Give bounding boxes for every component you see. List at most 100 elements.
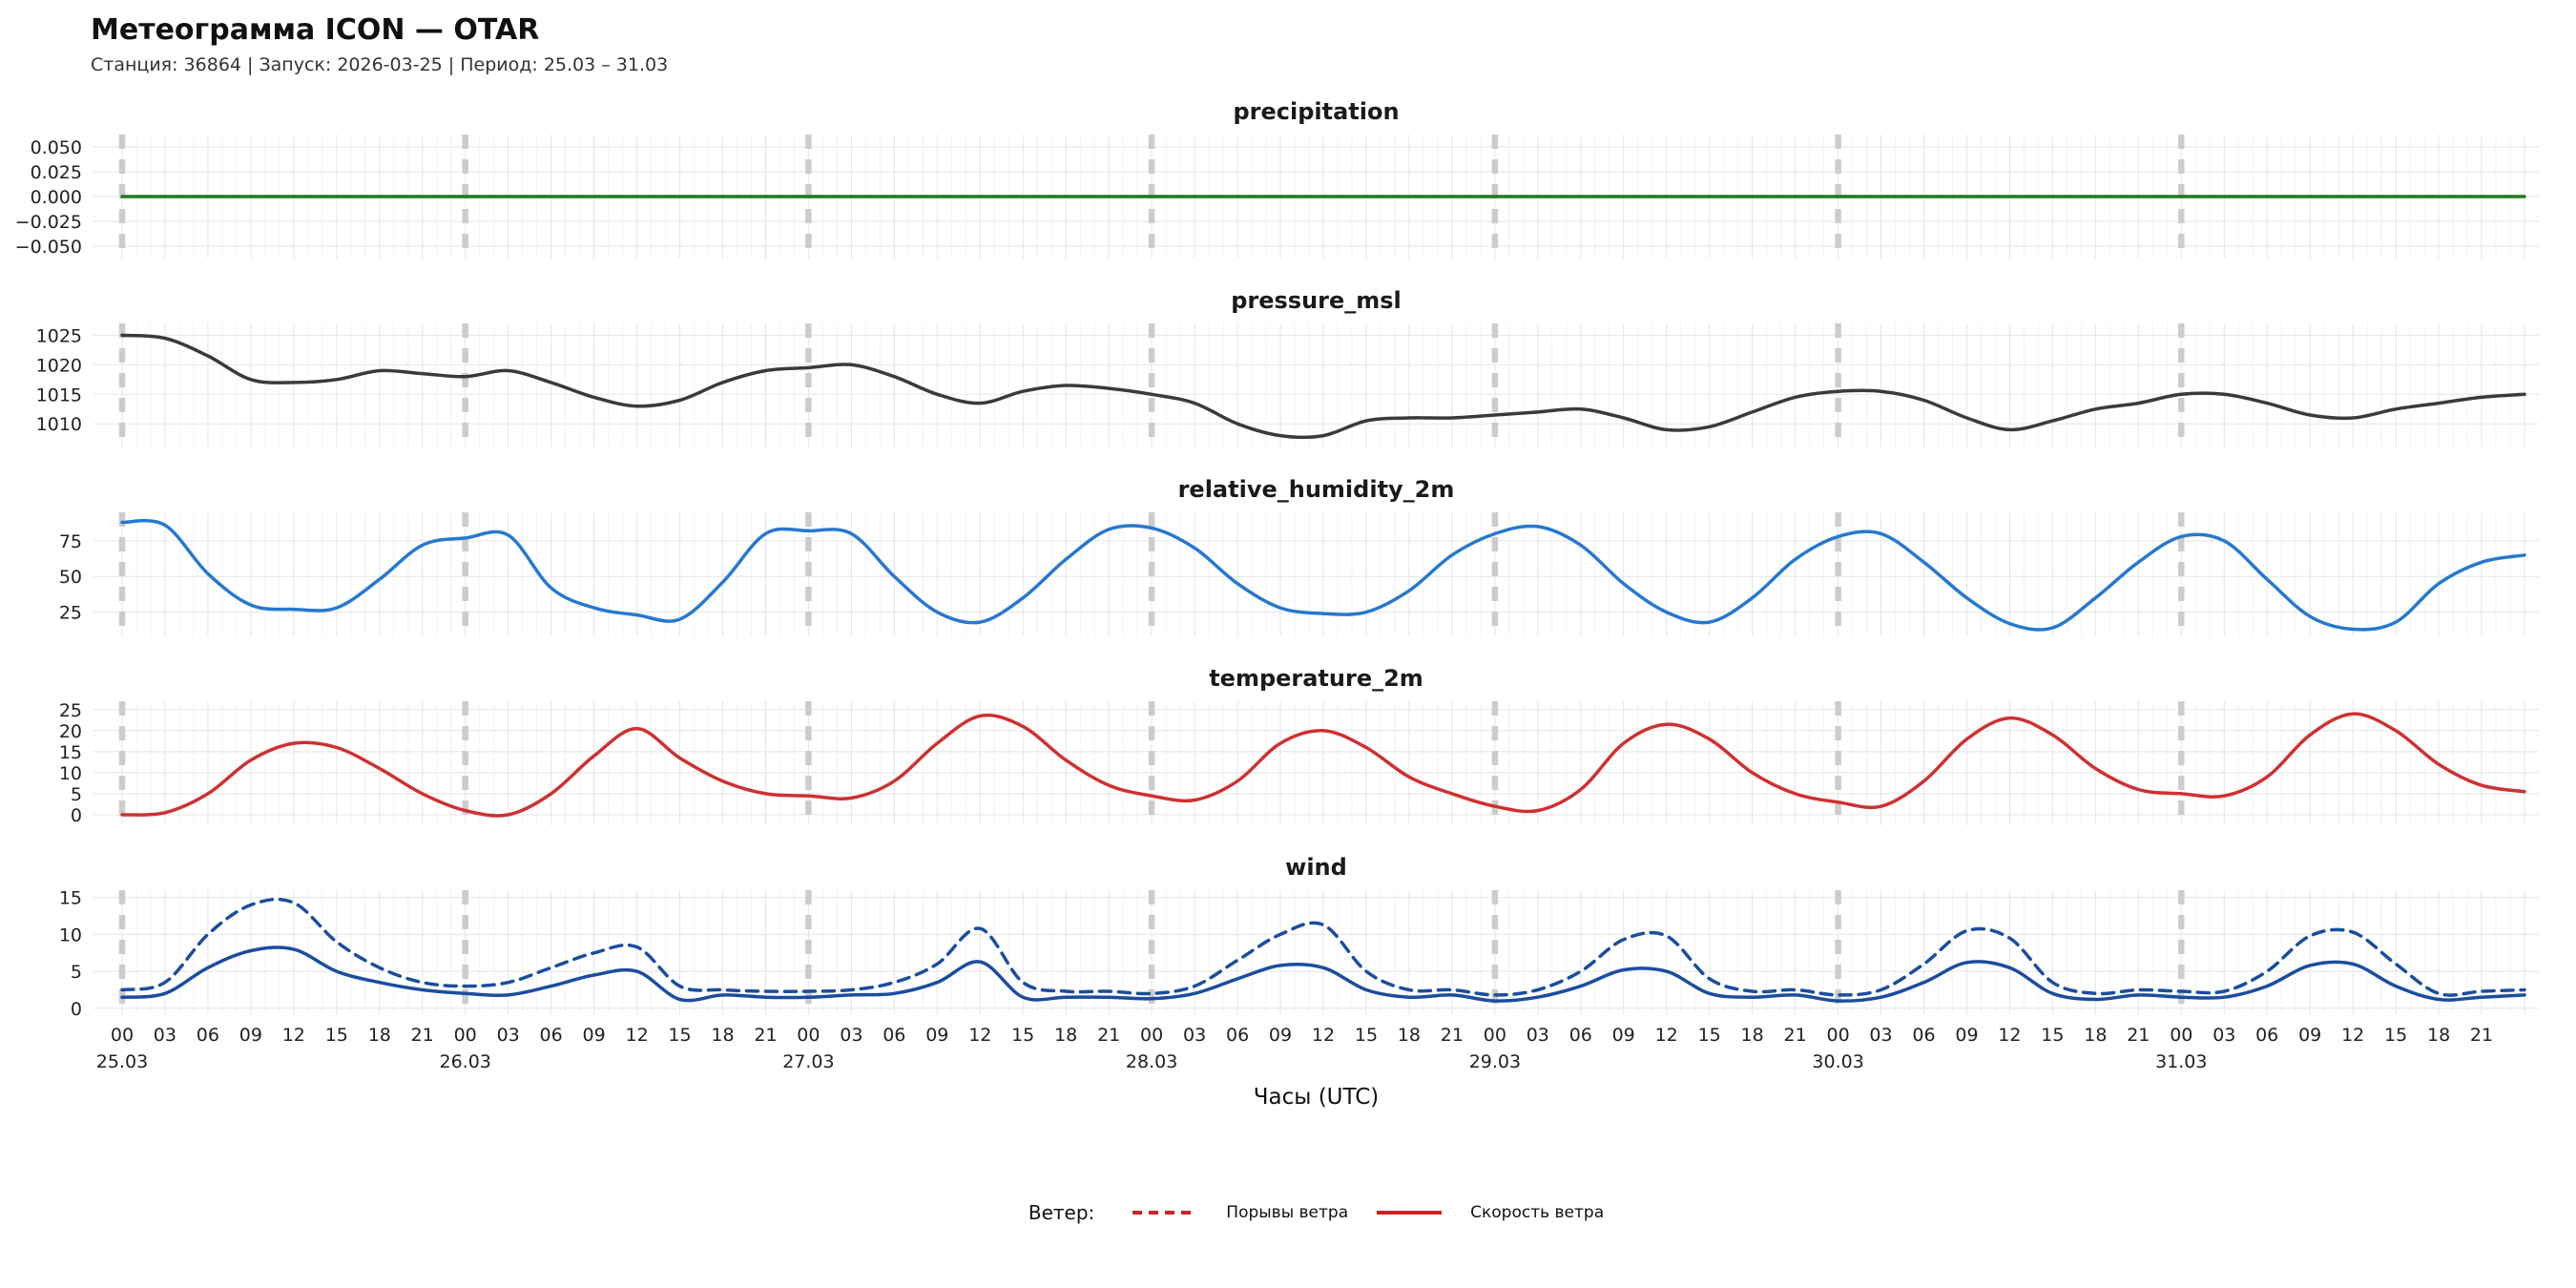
chart-title-temperature: temperature_2m bbox=[1209, 665, 1423, 692]
pressure-plot: 1010 1015 1020 1025 bbox=[36, 323, 2539, 447]
svg-text:15: 15 bbox=[325, 1025, 348, 1046]
svg-text:06: 06 bbox=[1226, 1025, 1249, 1046]
svg-text:09: 09 bbox=[925, 1025, 948, 1046]
svg-text:5: 5 bbox=[71, 784, 82, 805]
speed-line-sample-icon bbox=[1377, 1211, 1443, 1215]
svg-text:00: 00 bbox=[1140, 1025, 1163, 1046]
svg-text:31.03: 31.03 bbox=[2155, 1051, 2207, 1072]
svg-text:15: 15 bbox=[1355, 1025, 1378, 1046]
svg-text:21: 21 bbox=[2127, 1025, 2150, 1046]
svg-text:00: 00 bbox=[111, 1025, 134, 1046]
svg-text:09: 09 bbox=[239, 1025, 262, 1046]
svg-text:06: 06 bbox=[883, 1025, 905, 1046]
svg-text:03: 03 bbox=[1869, 1025, 1892, 1046]
svg-text:18: 18 bbox=[1741, 1025, 1764, 1046]
svg-text:12: 12 bbox=[1312, 1025, 1335, 1046]
svg-text:−0.025: −0.025 bbox=[15, 212, 82, 233]
chart-title-precipitation: precipitation bbox=[1233, 98, 1400, 125]
svg-text:00: 00 bbox=[454, 1025, 477, 1046]
chart-title-pressure: pressure_msl bbox=[1231, 287, 1402, 314]
chart-title-humidity: relative_humidity_2m bbox=[1177, 476, 1455, 503]
svg-text:21: 21 bbox=[1097, 1025, 1120, 1046]
svg-text:18: 18 bbox=[2427, 1025, 2450, 1046]
chart-block-precipitation: precipitation 0.050 0.025 0.000 −0.025 −0.05… bbox=[0, 98, 2576, 264]
svg-text:18: 18 bbox=[1054, 1025, 1077, 1046]
chart-block-temperature: temperature_2m 0 5 10 15 20 25 bbox=[0, 665, 2576, 831]
svg-text:12: 12 bbox=[626, 1025, 649, 1046]
wind-speed-line bbox=[120, 945, 2526, 1003]
svg-text:09: 09 bbox=[583, 1025, 606, 1046]
wind-legend: Ветер: Порывы ветра Скорость ветра bbox=[93, 1201, 2539, 1224]
svg-text:00: 00 bbox=[797, 1025, 820, 1046]
svg-text:21: 21 bbox=[754, 1025, 777, 1046]
page-subtitle: Станция: 36864 | Запуск: 2026-03-25 | Пе… bbox=[91, 54, 669, 75]
relative-humidity-2m-line bbox=[120, 518, 2526, 632]
svg-text:00: 00 bbox=[1484, 1025, 1506, 1046]
svg-text:0.000: 0.000 bbox=[31, 187, 82, 208]
svg-text:03: 03 bbox=[1183, 1025, 1206, 1046]
legend-label-speed: Скорость ветра bbox=[1470, 1203, 1605, 1222]
svg-text:0.025: 0.025 bbox=[31, 162, 82, 183]
wind-plot: 0 5 10 15 bbox=[59, 888, 2539, 1020]
legend-prefix: Ветер: bbox=[1028, 1201, 1095, 1224]
svg-text:12: 12 bbox=[2341, 1025, 2364, 1046]
svg-text:29.03: 29.03 bbox=[1469, 1051, 1521, 1072]
svg-text:09: 09 bbox=[1955, 1025, 1978, 1046]
chart-block-humidity: relative_humidity_2m 25 50 75 bbox=[0, 476, 2576, 642]
legend-label-gusts: Порывы ветра bbox=[1226, 1203, 1349, 1222]
svg-text:20: 20 bbox=[59, 721, 82, 742]
svg-text:10: 10 bbox=[59, 924, 82, 945]
svg-text:06: 06 bbox=[540, 1025, 563, 1046]
svg-text:15: 15 bbox=[668, 1025, 691, 1046]
svg-text:0.050: 0.050 bbox=[31, 137, 82, 158]
svg-text:09: 09 bbox=[2298, 1025, 2321, 1046]
svg-text:00: 00 bbox=[2170, 1025, 2192, 1046]
svg-text:15: 15 bbox=[1011, 1025, 1034, 1046]
svg-text:15: 15 bbox=[59, 888, 82, 909]
svg-text:03: 03 bbox=[1527, 1025, 1549, 1046]
svg-text:1015: 1015 bbox=[36, 384, 82, 405]
svg-text:0: 0 bbox=[71, 999, 82, 1020]
svg-text:15: 15 bbox=[2041, 1025, 2064, 1046]
svg-text:06: 06 bbox=[1569, 1025, 1592, 1046]
svg-text:18: 18 bbox=[368, 1025, 391, 1046]
svg-text:21: 21 bbox=[2470, 1025, 2493, 1046]
chart-title-wind: wind bbox=[1285, 854, 1347, 881]
svg-text:15: 15 bbox=[1698, 1025, 1721, 1046]
svg-text:12: 12 bbox=[1998, 1025, 2021, 1046]
svg-text:12: 12 bbox=[1655, 1025, 1678, 1046]
svg-text:03: 03 bbox=[154, 1025, 177, 1046]
svg-text:50: 50 bbox=[59, 567, 82, 588]
humidity-plot: 25 50 75 bbox=[59, 512, 2539, 636]
svg-text:18: 18 bbox=[2084, 1025, 2107, 1046]
svg-text:30.03: 30.03 bbox=[1812, 1051, 1863, 1072]
svg-text:09: 09 bbox=[1269, 1025, 1292, 1046]
svg-text:03: 03 bbox=[840, 1025, 862, 1046]
svg-text:03: 03 bbox=[2212, 1025, 2235, 1046]
svg-text:10: 10 bbox=[59, 763, 82, 784]
svg-text:1020: 1020 bbox=[36, 355, 82, 376]
svg-text:27.03: 27.03 bbox=[782, 1051, 834, 1072]
precipitation-plot: 0.050 0.025 0.000 −0.025 −0.050 bbox=[15, 135, 2539, 259]
gusts-line-sample-icon bbox=[1132, 1211, 1198, 1215]
svg-text:−0.050: −0.050 bbox=[15, 237, 82, 258]
svg-text:06: 06 bbox=[1912, 1025, 1935, 1046]
svg-text:1010: 1010 bbox=[36, 414, 82, 435]
chart-block-pressure: pressure_msl 1010 1015 1020 1025 bbox=[0, 287, 2576, 453]
svg-text:26.03: 26.03 bbox=[439, 1051, 490, 1072]
svg-text:21: 21 bbox=[411, 1025, 434, 1046]
wind-gusts-line bbox=[120, 897, 2526, 997]
svg-text:06: 06 bbox=[197, 1025, 219, 1046]
svg-text:21: 21 bbox=[1441, 1025, 1464, 1046]
x-axis-title: Часы (UTC) bbox=[1253, 1085, 1380, 1110]
svg-text:18: 18 bbox=[711, 1025, 734, 1046]
svg-text:75: 75 bbox=[59, 531, 82, 552]
svg-text:25: 25 bbox=[59, 603, 82, 624]
svg-text:25: 25 bbox=[59, 700, 82, 721]
svg-text:25.03: 25.03 bbox=[96, 1051, 148, 1072]
svg-text:0: 0 bbox=[71, 805, 82, 826]
svg-text:18: 18 bbox=[1398, 1025, 1421, 1046]
